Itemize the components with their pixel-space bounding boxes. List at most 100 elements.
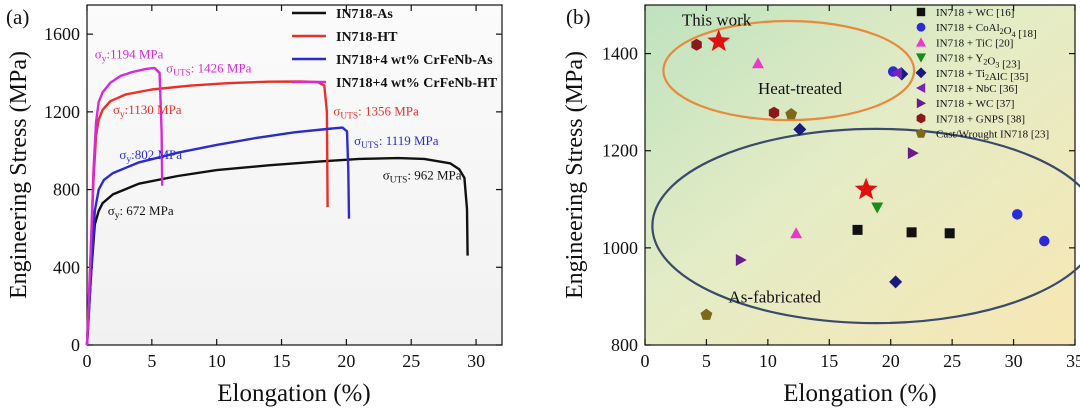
y-tick-label-b: 1200 — [602, 141, 638, 161]
legend-label-cast-wrought-in718-23: Cast/Wrought IN718 [23] — [936, 129, 1049, 141]
region-heat-treated — [662, 19, 916, 122]
series-line-in718-4-wt-crfenb-as — [85, 126, 351, 346]
annotation-sigma-y: σy: 672 MPa — [108, 203, 174, 221]
annotation-sigma-uts: σUTS: 1119 MPa — [354, 133, 439, 151]
legend-marker-in718-nbc-36 — [915, 82, 926, 94]
x-tick-label-b: 0 — [641, 351, 650, 371]
legend-marker-in718-wc-37 — [916, 98, 927, 109]
comparison-scatter-chart: (b) 0 5 10 15 20 25 30 35 800 1000 1200 1400 This w… — [562, 4, 1080, 407]
legend-marker-in718-wc-16 — [916, 7, 926, 17]
point-in718-gnps-38 — [768, 106, 780, 119]
axis-ticks-b: 0 5 10 15 20 25 30 35 800 1000 1200 1400 — [602, 5, 1080, 371]
legend-marker-in718-ti-alc-35 — [915, 67, 927, 79]
legend-label-in718-tic-20: IN718 + TiC [20] — [936, 37, 1013, 49]
point-in718-nbc-36 — [890, 67, 902, 79]
point-in718-ti-alc-35 — [889, 275, 903, 289]
x-tick-label-a: 25 — [402, 351, 420, 371]
point-in718-coal-o-18 — [1039, 235, 1050, 247]
annotation-sigma-y: σy:802 MPa — [119, 147, 182, 165]
point-in718-wc-16 — [852, 224, 863, 235]
y-axis-label-b: Engineering Stress (MPa) — [562, 51, 588, 299]
legend-label-in718-4-wt-crfenb-as: IN718+4 wt% CrFeNb-As — [336, 53, 493, 68]
x-tick-label-b: 15 — [820, 351, 838, 371]
y-tick-label-a: 1200 — [44, 102, 80, 122]
legend-label-in718-wc-37: IN718 + WC [37] — [936, 98, 1014, 110]
annotation-sigma-y: σy:1130 MPa — [113, 102, 182, 120]
axis-ticks-a: 0 5 10 15 20 25 30 0 400 800 1200 1600 — [44, 5, 502, 371]
point-in718-wc-37 — [907, 147, 919, 160]
annotation-sigma-uts: σUTS: 962 MPa — [383, 167, 462, 185]
annotation-sigma-uts: σUTS: 1356 MPa — [333, 104, 419, 122]
point-in718-tic-20 — [752, 57, 765, 69]
x-tick-label-b: 5 — [702, 351, 711, 371]
legend-label-in718-as: IN718-As — [336, 7, 393, 22]
x-tick-label-b: 35 — [1066, 351, 1080, 371]
y-tick-label-a: 400 — [53, 257, 80, 277]
y-tick-label-b: 800 — [611, 335, 638, 355]
annotation-sigma-y: σy:1194 MPa — [95, 46, 164, 64]
point-in718-y-o-23 — [871, 202, 884, 214]
point-in718-wc-37 — [735, 254, 747, 266]
annotation-sigma-uts: σUTS: 1426 MPa — [166, 61, 252, 79]
point-in718-gnps-38 — [691, 38, 702, 51]
point-this-work — [854, 177, 878, 200]
point-this-work — [707, 29, 731, 52]
scatter-points-b — [691, 29, 1050, 320]
point-in718-coal-o-18 — [1012, 209, 1023, 220]
point-cast-wrought-in718-23 — [785, 108, 798, 120]
plot-frame-a — [86, 4, 503, 346]
x-tick-label-a: 30 — [467, 351, 485, 371]
annotation-heat-treated: Heat-treated — [758, 79, 842, 98]
x-axis-label-a: Elongation (%) — [217, 380, 370, 407]
annotations-b: This work Heat-treated As-fabricated — [682, 10, 843, 306]
x-tick-label-b: 30 — [1005, 351, 1023, 371]
x-tick-label-a: 10 — [208, 351, 226, 371]
annotation-this-work: This work — [682, 10, 752, 29]
legend-marker-in718-y-o-23 — [915, 53, 927, 63]
x-axis-label-b: Elongation (%) — [783, 380, 936, 407]
legend-label-in718-y-o-23: IN718 + Y2O3 [23] — [936, 53, 1020, 71]
legend-marker-in718-gnps-38 — [916, 113, 926, 124]
x-tick-label-a: 20 — [337, 351, 355, 371]
x-tick-label-a: 5 — [147, 351, 156, 371]
legend-label-in718-gnps-38: IN718 + GNPS [38] — [936, 113, 1025, 125]
legend-a: IN718-As IN718-HT IN718+4 wt% CrFeNb-As IN7… — [292, 7, 498, 91]
legend-marker-in718-coal-o-18 — [916, 22, 926, 32]
x-tick-label-a: 0 — [83, 351, 92, 371]
y-tick-label-b: 1400 — [602, 44, 638, 64]
x-tick-label-b: 20 — [882, 351, 900, 371]
regions-b — [651, 19, 1080, 325]
region-as-fabricated — [651, 127, 1080, 325]
series-line-in718-as — [85, 156, 469, 346]
series-lines-a — [85, 66, 469, 346]
y-axis-label-a: Engineering Stress (MPa) — [6, 51, 32, 299]
legend-label-in718-wc-16: IN718 + WC [16] — [936, 7, 1014, 19]
series-line-in718-4-wt-crfenb-ht — [85, 66, 164, 346]
panel-label-b: (b) — [566, 5, 591, 29]
x-tick-label-b: 10 — [759, 351, 777, 371]
annotation-as-fabricated: As-fabricated — [729, 287, 822, 306]
legend-b: IN718 + WC [16]IN718 + CoAl2O4 [18]IN718… — [915, 7, 1049, 141]
x-tick-label-b: 25 — [943, 351, 961, 371]
legend-label-in718-4-wt-crfenb-ht: IN718+4 wt% CrFeNb-HT — [336, 76, 498, 91]
legend-label-in718-ti-alc-35: IN718 + Ti2AlC [35] — [936, 68, 1028, 83]
x-tick-label-a: 15 — [273, 351, 291, 371]
point-in718-ti-alc-35 — [793, 122, 807, 136]
legend-marker-in718-tic-20 — [915, 37, 927, 47]
plot-frame-b — [644, 4, 1076, 346]
y-tick-label-b: 1000 — [602, 238, 638, 258]
point-cast-wrought-in718-23 — [700, 308, 713, 320]
legend-label-in718-nbc-36: IN718 + NbC [36] — [936, 83, 1018, 95]
y-tick-label-a: 1600 — [44, 24, 80, 44]
panel-label-a: (a) — [6, 5, 29, 29]
legend-label-in718-coal-o-18: IN718 + CoAl2O4 [18] — [936, 22, 1037, 40]
point-in718-wc-16 — [906, 227, 917, 238]
point-in718-tic-20 — [790, 227, 803, 239]
legend-label-in718-ht: IN718-HT — [336, 30, 398, 45]
y-tick-label-a: 800 — [53, 180, 80, 200]
legend-marker-cast-wrought-in718-23 — [916, 128, 926, 138]
stress-strain-chart: (a) 0 5 10 15 20 25 30 0 400 800 1200 1600 σy:1194 … — [6, 4, 503, 407]
y-tick-label-a: 0 — [71, 335, 80, 355]
